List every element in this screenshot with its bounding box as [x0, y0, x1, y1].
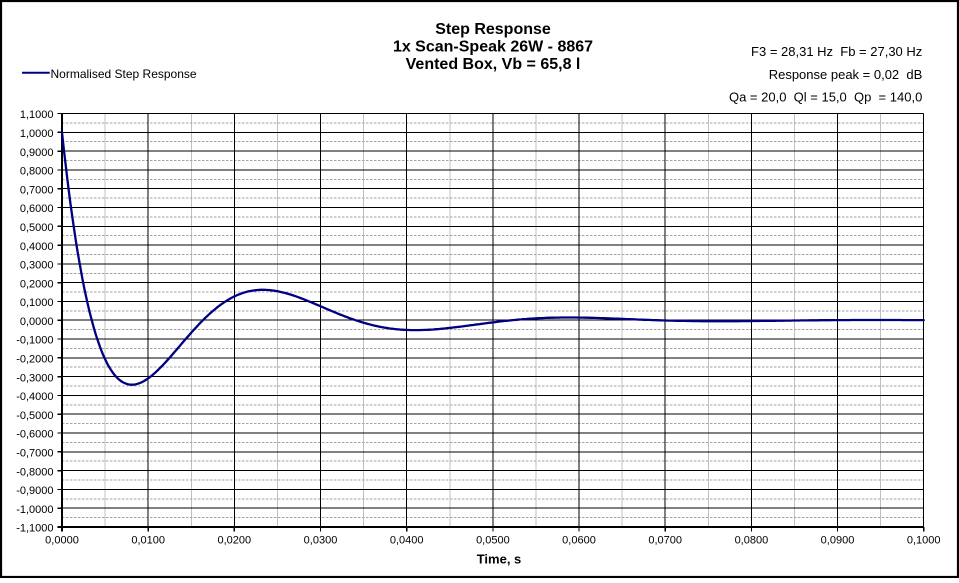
svg-text:-0,6000: -0,6000	[16, 429, 53, 441]
svg-text:1,1000: 1,1000	[20, 109, 54, 121]
svg-text:0,3000: 0,3000	[20, 260, 54, 272]
svg-text:0,2000: 0,2000	[20, 278, 54, 290]
svg-text:-1,1000: -1,1000	[16, 523, 53, 535]
svg-text:0,0500: 0,0500	[476, 535, 510, 547]
svg-text:0,1000: 0,1000	[20, 297, 54, 309]
svg-text:0,4000: 0,4000	[20, 241, 54, 253]
svg-text:-0,5000: -0,5000	[16, 410, 53, 422]
svg-text:F3 = 28,31 Hz Fb = 27,30 Hz: F3 = 28,31 Hz Fb = 27,30 Hz	[751, 44, 922, 59]
svg-text:0,6000: 0,6000	[20, 203, 54, 215]
svg-text:-0,4000: -0,4000	[16, 391, 53, 403]
svg-text:0,0000: 0,0000	[45, 535, 79, 547]
svg-text:-0,7000: -0,7000	[16, 448, 53, 460]
svg-text:0,0800: 0,0800	[735, 535, 769, 547]
svg-text:0,0000: 0,0000	[20, 316, 54, 328]
svg-text:0,8000: 0,8000	[20, 166, 54, 178]
svg-text:0,9000: 0,9000	[20, 147, 54, 159]
svg-text:0,1000: 0,1000	[907, 535, 941, 547]
svg-text:0,7000: 0,7000	[20, 184, 54, 196]
svg-text:0,0100: 0,0100	[131, 535, 165, 547]
svg-text:0,0400: 0,0400	[390, 535, 424, 547]
svg-text:0,0200: 0,0200	[217, 535, 251, 547]
svg-text:Time, s: Time, s	[477, 552, 522, 567]
svg-text:0,0600: 0,0600	[562, 535, 596, 547]
svg-text:1x Scan-Speak 26W - 8867: 1x Scan-Speak 26W - 8867	[393, 38, 593, 55]
svg-text:Step Response: Step Response	[435, 21, 551, 38]
svg-text:0,5000: 0,5000	[20, 222, 54, 234]
svg-text:-0,8000: -0,8000	[16, 466, 53, 478]
svg-text:Normalised Step Response: Normalised Step Response	[51, 67, 197, 81]
svg-text:-1,0000: -1,0000	[16, 504, 53, 516]
svg-text:0,0700: 0,0700	[648, 535, 682, 547]
svg-text:-0,2000: -0,2000	[16, 354, 53, 366]
svg-text:Vented Box, Vb = 65,8 l: Vented Box, Vb = 65,8 l	[406, 56, 581, 73]
svg-text:0,0900: 0,0900	[821, 535, 855, 547]
svg-text:0,0300: 0,0300	[304, 535, 338, 547]
svg-text:Qa = 20,0 Ql = 15,0 Qp = 14: Qa = 20,0 Ql = 15,0 Qp = 140,0	[729, 89, 922, 104]
svg-text:-0,1000: -0,1000	[16, 335, 53, 347]
svg-text:Response peak = 0,02 dB: Response peak = 0,02 dB	[769, 67, 923, 82]
svg-text:-0,9000: -0,9000	[16, 485, 53, 497]
svg-text:-0,3000: -0,3000	[16, 372, 53, 384]
svg-text:1,0000: 1,0000	[20, 128, 54, 140]
